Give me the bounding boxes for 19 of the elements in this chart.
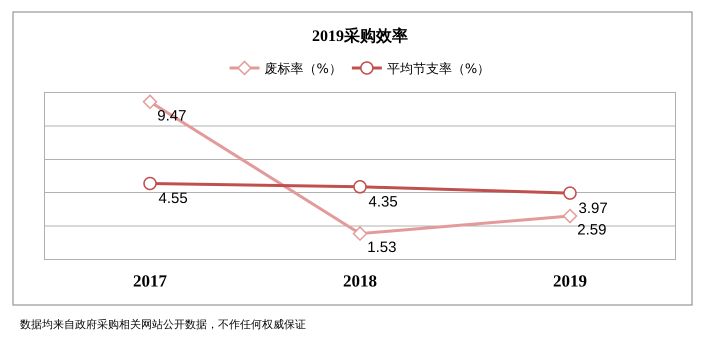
data-label: 1.53 [367,239,396,256]
data-label: 2.59 [577,222,606,239]
point [352,226,368,241]
data-label: 4.35 [368,194,398,211]
legend-label: 废标率（%） [264,61,342,78]
text: 数据均来自政府采购相关网站公开数据，不作任何权威保证 [20,318,306,331]
point [142,94,158,110]
chart-title: 2019采购效率 [312,26,408,45]
x-tick-label: 2018 [343,271,377,290]
point [563,186,577,200]
data-label: 4.55 [158,190,188,208]
legend-label: 平均节支率（%） [386,61,490,78]
point [562,208,578,224]
x-tick-label: 2019 [553,271,587,290]
point [143,176,157,190]
data-label: 3.97 [578,200,608,217]
x-tick-label: 2017 [133,271,168,290]
point [353,180,367,194]
data-label: 9.47 [157,107,186,124]
